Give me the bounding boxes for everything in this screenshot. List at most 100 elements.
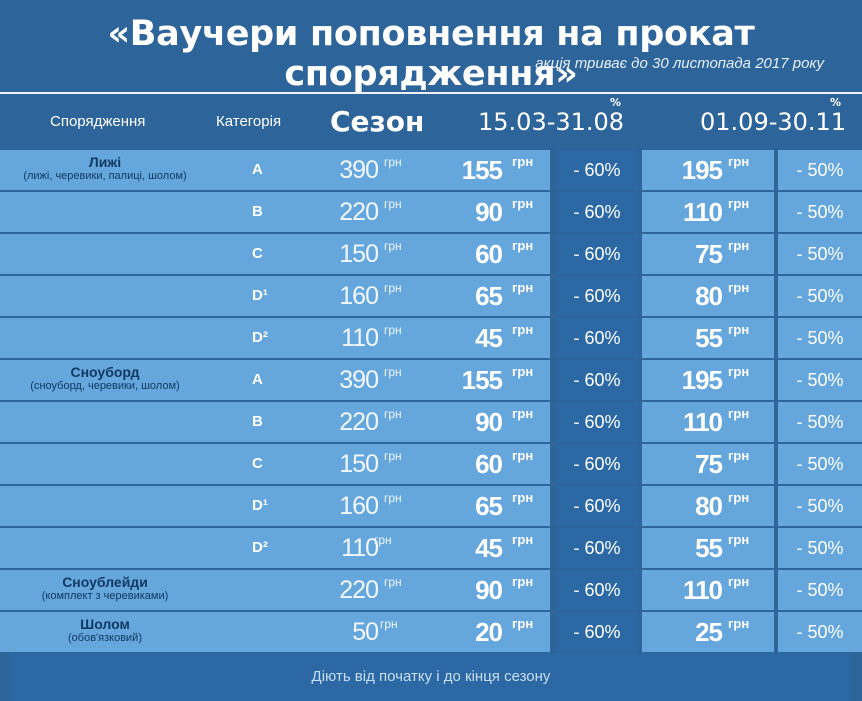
row-background	[0, 444, 862, 484]
voucher-price-period-2: 110	[683, 575, 723, 605]
voucher-currency-1: грн	[512, 448, 534, 463]
voucher-price-period-2: 195	[681, 155, 723, 185]
discount-cell-highlight	[556, 402, 638, 442]
header-category: Категорія	[216, 113, 282, 130]
column-divider	[638, 444, 642, 484]
column-divider	[638, 570, 642, 610]
column-divider	[550, 318, 556, 358]
season-price: 150	[339, 450, 379, 478]
season-price: 150	[339, 240, 379, 268]
column-divider	[774, 234, 778, 274]
voucher-currency-1: грн	[512, 364, 534, 379]
season-price: 110	[341, 534, 379, 562]
column-divider	[774, 570, 778, 610]
voucher-price-period-1: 90	[475, 407, 503, 437]
voucher-price-period-2: 75	[695, 239, 723, 269]
discount-period-2: - 50%	[796, 328, 844, 348]
column-divider	[550, 150, 556, 190]
discount-cell	[778, 360, 862, 400]
column-divider	[774, 444, 778, 484]
equipment-name: Сноублейди	[62, 574, 148, 590]
header-period-2-percent: %	[830, 96, 842, 109]
voucher-price-period-1: 45	[475, 533, 503, 563]
table-row: B 220 грн 90 грн - 60% 110 грн - 50%	[0, 402, 862, 442]
voucher-currency-2: грн	[728, 238, 750, 253]
season-price: 160	[339, 282, 379, 310]
header-period-1: 15.03-31.08 %	[478, 94, 624, 150]
discount-period-2: - 50%	[796, 286, 844, 306]
equipment-details: (комплект з черевиками)	[41, 590, 169, 602]
season-currency: грн	[384, 491, 402, 505]
discount-period-1: - 60%	[573, 496, 621, 516]
discount-cell	[778, 528, 862, 568]
discount-cell-highlight	[556, 360, 638, 400]
header-period-1-text: 15.03-31.08	[478, 108, 625, 136]
discount-cell-highlight	[556, 150, 638, 190]
discount-period-1: - 60%	[573, 580, 621, 600]
voucher-price-period-1: 155	[461, 365, 503, 395]
voucher-currency-1: грн	[512, 238, 534, 253]
discount-cell-highlight	[556, 486, 638, 526]
voucher-currency-2: грн	[728, 322, 750, 337]
voucher-currency-1: грн	[512, 406, 534, 421]
discount-period-1: - 60%	[573, 370, 621, 390]
row-background	[0, 360, 862, 400]
table-row: D² 110 грн 45 грн - 60% 55 грн - 50%	[0, 318, 862, 358]
season-price: 390	[339, 366, 379, 394]
voucher-price-period-2: 80	[695, 281, 723, 311]
voucher-currency-1: грн	[512, 616, 534, 631]
column-divider	[550, 360, 556, 400]
discount-cell	[778, 486, 862, 526]
category-label: C	[252, 455, 263, 472]
header-equipment: Спорядження	[50, 113, 146, 130]
header-period-1-percent: %	[610, 96, 622, 109]
voucher-currency-2: грн	[728, 490, 750, 505]
discount-period-1: - 60%	[573, 538, 621, 558]
discount-period-2: - 50%	[796, 244, 844, 264]
season-price: 110	[341, 324, 379, 352]
table-header: Спорядження Категорія Сезон 15.03-31.08 …	[0, 92, 862, 152]
header-period-2: 01.09-30.11 %	[700, 94, 846, 150]
category-label: C	[252, 245, 263, 262]
discount-cell	[778, 318, 862, 358]
season-price: 390	[339, 156, 379, 184]
row-background	[0, 528, 862, 568]
table-row: D¹ 160 грн 65 грн - 60% 80 грн - 50%	[0, 276, 862, 316]
discount-period-1: - 60%	[573, 454, 621, 474]
voucher-price-period-1: 65	[475, 281, 503, 311]
header-season: Сезон	[330, 105, 425, 138]
season-currency: грн	[384, 197, 402, 211]
voucher-currency-1: грн	[512, 490, 534, 505]
discount-cell	[778, 150, 862, 190]
voucher-currency-2: грн	[728, 448, 750, 463]
voucher-currency-1: грн	[512, 154, 534, 169]
row-background	[0, 612, 862, 652]
equipment-details: (лижі, черевики, палиці, шолом)	[23, 170, 187, 182]
column-divider	[774, 528, 778, 568]
category-label: B	[252, 413, 263, 430]
season-currency: грн	[384, 575, 402, 589]
discount-cell-highlight	[556, 528, 638, 568]
column-divider	[638, 318, 642, 358]
voucher-currency-2: грн	[728, 154, 750, 169]
voucher-currency-2: грн	[728, 364, 750, 379]
discount-period-1: - 60%	[573, 412, 621, 432]
row-background	[0, 486, 862, 526]
discount-cell	[778, 192, 862, 232]
category-label: A	[252, 161, 263, 178]
discount-period-2: - 50%	[796, 580, 844, 600]
voucher-currency-1: грн	[512, 532, 534, 547]
table-row: C 150 грн 60 грн - 60% 75 грн - 50%	[0, 444, 862, 484]
category-label: D¹	[252, 497, 268, 514]
category-label: D²	[252, 539, 268, 556]
table-row: D¹ 160 грн 65 грн - 60% 80 грн - 50%	[0, 486, 862, 526]
voucher-price-period-2: 75	[695, 449, 723, 479]
discount-period-2: - 50%	[796, 412, 844, 432]
column-divider	[638, 528, 642, 568]
discount-period-2: - 50%	[796, 202, 844, 222]
season-currency: грн	[384, 365, 402, 379]
voucher-price-period-1: 90	[475, 197, 503, 227]
voucher-price-period-1: 90	[475, 575, 503, 605]
row-background	[0, 318, 862, 358]
promo-subtitle: акція триває до 30 листопада 2017 року	[535, 55, 824, 72]
